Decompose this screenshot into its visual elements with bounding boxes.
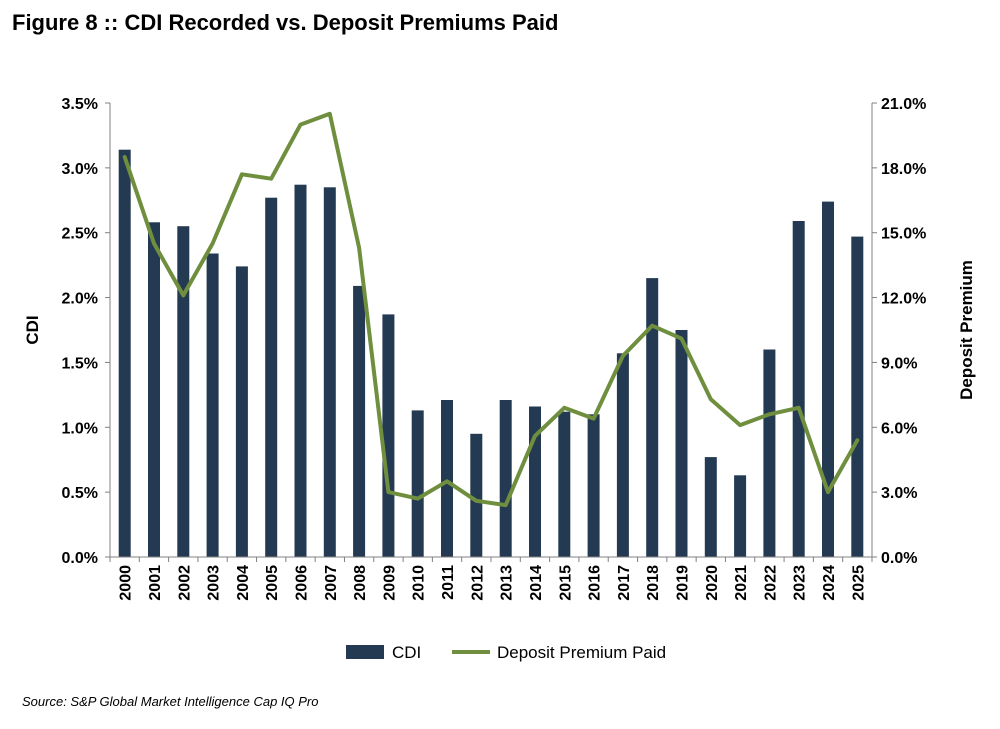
cdi-bar-2016 [587, 414, 600, 557]
x-tick-label-2017: 2017 [616, 565, 633, 601]
x-tick-label-2000: 2000 [118, 565, 135, 601]
right-tick-label: 0.0% [881, 550, 917, 567]
cdi-bar-2021 [734, 475, 747, 557]
cdi-bar-2006 [294, 184, 307, 557]
deposit-premium-line [122, 111, 860, 508]
cdi-bar-2007 [323, 187, 336, 558]
cdi-bar-2012 [470, 433, 483, 557]
x-tick-label-2012: 2012 [469, 565, 486, 601]
x-tick-label-2002: 2002 [176, 565, 193, 601]
x-tick-label-2010: 2010 [411, 565, 428, 601]
x-tick-label-2013: 2013 [499, 565, 516, 601]
cdi-bar-2000 [118, 149, 131, 557]
cdi-bar-2005 [265, 197, 278, 557]
cdi-bar-2003 [206, 253, 219, 557]
x-tick-label-2025: 2025 [850, 565, 867, 601]
left-tick-label: 2.5% [62, 226, 98, 243]
cdi-bar-2015 [558, 411, 571, 557]
cdi-bar-2008 [353, 285, 366, 557]
figure-title: Figure 8 :: CDI Recorded vs. Deposit Pre… [12, 10, 559, 35]
left-tick-label: 3.5% [62, 96, 98, 113]
cdi-bar-2020 [704, 457, 717, 557]
cdi-bar-2017 [616, 353, 629, 557]
left-tick-label: 1.5% [62, 355, 98, 372]
x-tick-label-2008: 2008 [352, 565, 369, 601]
cdi-bar-2013 [499, 400, 512, 557]
left-tick-label: 1.0% [62, 420, 98, 437]
right-tick-label: 9.0% [881, 355, 917, 372]
x-tick-label-2007: 2007 [323, 565, 340, 601]
cdi-bar-2011 [441, 400, 453, 557]
x-tick-label-2003: 2003 [206, 565, 223, 601]
right-tick-label: 12.0% [881, 291, 926, 308]
legend-cdi-label: CDI [392, 643, 421, 662]
right-tick-label: 3.0% [881, 485, 917, 502]
x-tick-label-2005: 2005 [264, 565, 281, 601]
right-tick-label: 15.0% [881, 226, 926, 243]
right-tick-label: 18.0% [881, 161, 926, 178]
right-y-ticks: 0.0% 3.0% 6.0% 9.0% 12.0% 15.0% 18.0% 21.0% [872, 96, 926, 567]
x-tick-label-2019: 2019 [675, 565, 692, 601]
x-tick-label-2004: 2004 [235, 565, 252, 601]
cdi-bar-2014 [529, 406, 541, 557]
cdi-bar-2002 [177, 226, 190, 557]
axes [109, 103, 873, 558]
cdi-bar-2025 [851, 236, 864, 557]
left-tick-label: 0.0% [62, 550, 98, 567]
x-tick-label-2023: 2023 [792, 565, 809, 601]
deposit-premium-line-layer [122, 111, 860, 508]
cdi-bar-2023 [792, 221, 805, 557]
x-tick-label-2014: 2014 [528, 565, 545, 601]
left-tick-label: 0.5% [62, 485, 98, 502]
right-tick-label: 21.0% [881, 96, 926, 113]
x-tick-label-2001: 2001 [147, 565, 164, 601]
right-axis-title: Deposit Premium [957, 260, 976, 400]
x-tick-label-2021: 2021 [733, 565, 750, 601]
x-tick-label-2022: 2022 [762, 565, 779, 601]
legend: CDI Deposit Premium Paid [346, 643, 666, 662]
x-tick-label-2020: 2020 [704, 565, 721, 601]
cdi-bar-2024 [822, 201, 834, 557]
source-note: Source: S&P Global Market Intelligence C… [22, 694, 319, 709]
x-tick-label-2006: 2006 [294, 565, 311, 601]
legend-cdi-swatch [346, 645, 384, 659]
cdi-bar-2009 [382, 314, 395, 557]
right-tick-label: 6.0% [881, 420, 917, 437]
left-tick-label: 3.0% [62, 161, 98, 178]
cdi-bar-2010 [411, 410, 424, 557]
left-tick-label: 2.0% [62, 291, 98, 308]
left-axis-title: CDI [23, 315, 42, 344]
cdi-bar-2001 [148, 222, 160, 558]
x-tick-label-2009: 2009 [381, 565, 398, 601]
cdi-bars [118, 149, 864, 558]
cdi-bar-2004 [235, 266, 248, 557]
x-tick-label-2011: 2011 [440, 565, 457, 600]
cdi-bar-2022 [763, 349, 776, 557]
x-tick-label-2016: 2016 [587, 565, 604, 601]
x-tick-label-2018: 2018 [645, 565, 662, 601]
x-tick-label-2024: 2024 [821, 565, 838, 601]
cdi-bar-2018 [646, 278, 659, 557]
x-tick-label-2015: 2015 [557, 565, 574, 601]
x-ticks: 2000 2001 2002 2003 2004 2005 2006 2007 2008 2009… [109, 557, 873, 601]
left-y-ticks: 0.0% 0.5% 1.0% 1.5% 2.0% 2.5% 3.0% 3.5% [62, 96, 110, 567]
cdi-bar-2019 [675, 330, 688, 557]
legend-deposit-premium-label: Deposit Premium Paid [497, 643, 666, 662]
